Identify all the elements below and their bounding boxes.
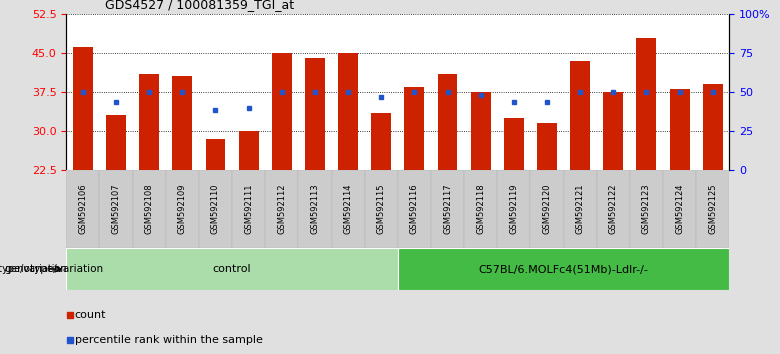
Bar [364,170,398,248]
Bar [199,170,232,248]
Text: GSM592107: GSM592107 [112,183,121,234]
Text: genotype/variation: genotype/variation [4,264,103,274]
Bar [172,76,192,170]
Bar [371,113,391,170]
Bar [332,170,364,248]
Bar [438,74,457,170]
Text: GSM592124: GSM592124 [675,184,684,234]
Bar [165,170,199,248]
Bar [271,53,292,170]
Bar [597,170,629,248]
Text: GSM592112: GSM592112 [277,184,286,234]
Bar [603,92,623,170]
Text: GSM592114: GSM592114 [343,184,353,234]
Bar [106,115,126,170]
Text: GSM592106: GSM592106 [78,183,87,234]
Bar [404,87,424,170]
Bar [669,90,690,170]
Bar [663,170,696,248]
Text: GSM592108: GSM592108 [144,183,154,234]
Bar [563,170,597,248]
Bar [133,170,166,248]
Bar [140,74,159,170]
Text: GSM592125: GSM592125 [708,184,718,234]
Bar [206,139,225,170]
Bar [530,170,563,248]
Text: GSM592115: GSM592115 [377,184,386,234]
Bar [398,248,729,290]
Bar [73,47,93,170]
Bar [232,170,265,248]
Bar [498,170,530,248]
Text: GDS4527 / 100081359_TGI_at: GDS4527 / 100081359_TGI_at [105,0,294,11]
Bar [537,123,557,170]
Text: GSM592121: GSM592121 [576,184,585,234]
Text: genotype/variation: genotype/variation [0,264,68,274]
Text: GSM592119: GSM592119 [509,184,519,234]
Text: GSM592113: GSM592113 [310,183,320,234]
Bar [630,170,663,248]
Bar [239,131,259,170]
Text: count: count [75,310,106,320]
Bar [636,38,657,170]
Text: GSM592109: GSM592109 [178,184,187,234]
Text: GSM592117: GSM592117 [443,183,452,234]
Text: control: control [213,264,251,274]
Bar [464,170,498,248]
Bar [305,58,324,170]
Text: GSM592123: GSM592123 [642,183,651,234]
Text: GSM592110: GSM592110 [211,184,220,234]
Bar [265,170,298,248]
Text: GSM592118: GSM592118 [476,183,485,234]
Bar [570,61,590,170]
Bar [470,92,491,170]
Bar [398,170,431,248]
Text: GSM592111: GSM592111 [244,184,254,234]
Bar [504,118,524,170]
Bar [100,170,133,248]
Text: GSM592120: GSM592120 [542,184,551,234]
Text: C57BL/6.MOLFc4(51Mb)-Ldlr-/-: C57BL/6.MOLFc4(51Mb)-Ldlr-/- [479,264,648,274]
Bar [66,248,398,290]
Bar [696,170,729,248]
Bar [298,170,331,248]
Text: percentile rank within the sample: percentile rank within the sample [75,335,262,344]
Text: GSM592122: GSM592122 [608,184,618,234]
Bar [703,84,723,170]
Text: GSM592116: GSM592116 [410,183,419,234]
Bar [66,170,100,248]
Bar [339,53,358,170]
Bar [431,170,464,248]
